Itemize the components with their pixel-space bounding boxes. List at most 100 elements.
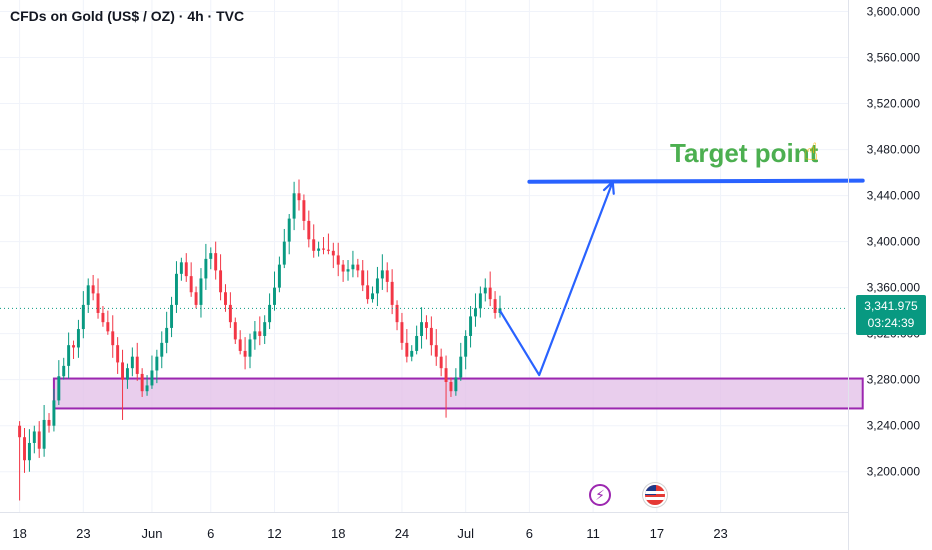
- candle-body: [179, 262, 183, 274]
- candle-body: [42, 419, 46, 449]
- price-tick-label: 3,480.000: [867, 143, 921, 157]
- candle-body: [155, 356, 159, 371]
- time-axis: 18 23 Jun 6 12 18 24 Jul 6 11 17 23: [0, 512, 848, 541]
- candle-body: [444, 368, 448, 382]
- candle-body: [385, 270, 389, 282]
- candle-body: [317, 248, 321, 251]
- flag-stripe: [645, 491, 665, 494]
- candle-body: [135, 356, 139, 374]
- candle-body: [356, 264, 360, 271]
- candle-body: [282, 241, 286, 265]
- target-point-label: Target point: [670, 138, 819, 168]
- candle-body: [488, 287, 492, 300]
- candle-body: [37, 431, 41, 449]
- candle-body: [336, 255, 340, 265]
- candle-body: [263, 322, 267, 336]
- candle-body: [390, 281, 394, 305]
- candle-body: [184, 262, 188, 277]
- candle-body: [459, 356, 463, 378]
- price-tick-label: 3,560.000: [867, 51, 921, 65]
- candle-body: [111, 331, 115, 346]
- projection-overlay: [0, 178, 865, 377]
- candle-body: [130, 356, 134, 369]
- candle-body: [420, 322, 424, 336]
- candle-body: [331, 250, 335, 256]
- candle-body: [224, 292, 227, 305]
- candle-body: [165, 327, 169, 343]
- bar-countdown: 03:24:39: [867, 316, 915, 330]
- candle-body: [380, 270, 384, 279]
- candle-body: [302, 200, 306, 221]
- candle-body: [375, 278, 379, 294]
- candle-body: [27, 442, 31, 461]
- candle-body: [277, 264, 281, 288]
- candle-body: [410, 350, 414, 357]
- candle-body: [395, 304, 399, 323]
- candle-body: [81, 304, 85, 330]
- price-tick-label: 3,360.000: [867, 281, 921, 295]
- price-tick-label: 3,520.000: [867, 97, 921, 111]
- price-tick-label: 3,440.000: [867, 189, 921, 203]
- candle-body: [72, 345, 75, 348]
- candle-body: [454, 377, 458, 392]
- candle-body: [106, 322, 110, 332]
- candle-body: [449, 381, 453, 392]
- candle-body: [145, 385, 149, 392]
- candle-body: [493, 299, 497, 313]
- candle-body: [415, 335, 419, 351]
- time-tick-label: 12: [267, 526, 281, 541]
- candle-body: [434, 345, 438, 357]
- candle-body: [469, 316, 473, 336]
- candle-body: [273, 287, 276, 305]
- candle-body: [473, 308, 477, 317]
- candle-body: [326, 249, 330, 251]
- time-tick-label: 6: [526, 526, 533, 541]
- candle-body: [67, 345, 71, 366]
- candle-body: [116, 345, 120, 363]
- candle-body: [214, 253, 218, 271]
- lightning-event-icon[interactable]: ⚡: [589, 484, 611, 506]
- time-tick-label: 23: [76, 526, 90, 541]
- time-tick-label: 17: [650, 526, 664, 541]
- candle-body: [439, 356, 443, 369]
- candle-body: [199, 278, 203, 305]
- candle-body: [400, 322, 404, 343]
- candle-body: [57, 376, 61, 401]
- candle-body: [478, 293, 482, 309]
- time-tick-label: Jul: [457, 526, 474, 541]
- support-zone: [52, 377, 864, 410]
- candle-body: [228, 304, 232, 323]
- candle-body: [101, 312, 105, 323]
- candle-body: [170, 304, 174, 328]
- candle-body: [371, 293, 375, 300]
- candles: [18, 179, 502, 501]
- flag-stripe: [645, 497, 665, 500]
- chart-grid: [0, 0, 848, 512]
- candle-body: [150, 370, 154, 386]
- candle-body: [91, 285, 95, 294]
- price-tick-label: 3,280.000: [867, 373, 921, 387]
- candle-body: [253, 331, 257, 340]
- candle-body: [405, 342, 409, 357]
- candle-body: [18, 425, 22, 438]
- us-flag-event-icon[interactable]: [643, 483, 667, 507]
- candle-body: [194, 292, 198, 305]
- time-tick-label: 11: [586, 526, 600, 541]
- candle-body: [52, 400, 56, 426]
- candle-body: [174, 273, 178, 305]
- candle-body: [366, 285, 370, 300]
- support-zone-box: [52, 377, 864, 410]
- candle-body: [258, 331, 262, 336]
- candle-body: [121, 362, 125, 380]
- candle-body: [424, 322, 428, 328]
- candle-body: [312, 239, 316, 251]
- candle-body: [47, 419, 51, 426]
- candle-body: [351, 264, 355, 270]
- target-level-line: [527, 178, 865, 184]
- price-tick-label: 3,240.000: [867, 419, 921, 433]
- candle-body: [361, 270, 365, 286]
- candle-body: [429, 327, 433, 346]
- candle-body: [125, 368, 129, 380]
- candle-body: [62, 365, 66, 377]
